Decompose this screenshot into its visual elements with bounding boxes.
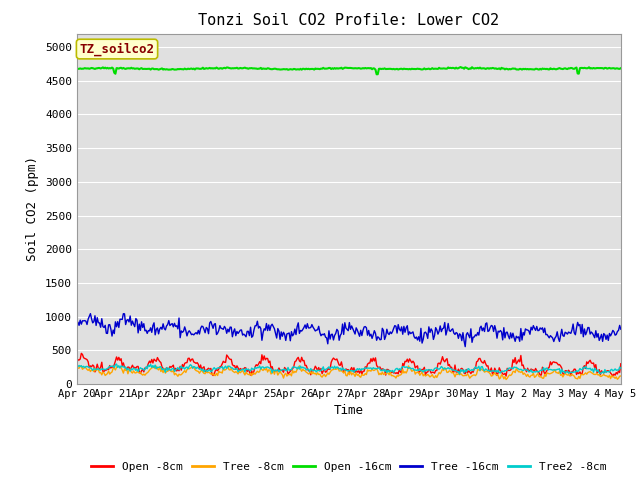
Tree -8cm	[242, 370, 250, 375]
Open -16cm	[617, 65, 625, 71]
Line: Open -16cm: Open -16cm	[77, 67, 621, 74]
Tree -16cm	[303, 321, 311, 326]
Open -16cm	[569, 66, 577, 72]
Open -8cm	[569, 368, 577, 374]
Tree -8cm	[569, 372, 577, 378]
Tree -8cm	[404, 363, 412, 369]
Open -16cm	[378, 66, 386, 72]
Tree -16cm	[617, 326, 625, 332]
Open -8cm	[77, 350, 85, 356]
Tree -8cm	[296, 363, 303, 369]
Open -16cm	[73, 66, 81, 72]
Tree2 -8cm	[243, 367, 251, 372]
Open -8cm	[73, 360, 81, 366]
Tree2 -8cm	[303, 366, 311, 372]
Tree2 -8cm	[617, 365, 625, 371]
Open -8cm	[404, 359, 412, 365]
Tree -16cm	[378, 325, 386, 331]
Title: Tonzi Soil CO2 Profile: Lower CO2: Tonzi Soil CO2 Profile: Lower CO2	[198, 13, 499, 28]
Line: Open -8cm: Open -8cm	[77, 353, 621, 376]
Y-axis label: Soil CO2 (ppm): Soil CO2 (ppm)	[26, 156, 40, 261]
Tree -16cm	[569, 321, 577, 327]
Open -16cm	[242, 65, 250, 71]
Tree -16cm	[475, 332, 483, 338]
Tree2 -8cm	[404, 365, 412, 371]
Open -8cm	[502, 373, 510, 379]
Open -8cm	[378, 366, 386, 372]
Open -16cm	[372, 72, 380, 77]
Tree -8cm	[617, 373, 625, 379]
Open -16cm	[457, 64, 465, 70]
Open -8cm	[474, 358, 481, 364]
Tree2 -8cm	[475, 363, 483, 369]
Open -8cm	[243, 369, 251, 374]
Text: TZ_soilco2: TZ_soilco2	[79, 42, 154, 56]
Tree -16cm	[404, 332, 412, 337]
Tree2 -8cm	[378, 368, 386, 373]
Open -8cm	[303, 366, 311, 372]
Tree2 -8cm	[113, 361, 120, 367]
Tree2 -8cm	[456, 371, 463, 377]
Tree -16cm	[73, 322, 81, 327]
Tree -16cm	[243, 328, 251, 334]
Tree -16cm	[86, 311, 94, 316]
Tree -8cm	[474, 367, 481, 372]
Legend: Open -8cm, Tree -8cm, Open -16cm, Tree -16cm, Tree2 -8cm: Open -8cm, Tree -8cm, Open -16cm, Tree -…	[87, 457, 611, 477]
Open -16cm	[302, 66, 310, 72]
Tree -16cm	[461, 344, 469, 349]
Tree -8cm	[303, 370, 311, 376]
X-axis label: Time: Time	[334, 405, 364, 418]
Open -8cm	[617, 361, 625, 367]
Line: Tree -16cm: Tree -16cm	[77, 313, 621, 347]
Line: Tree2 -8cm: Tree2 -8cm	[77, 364, 621, 374]
Tree -8cm	[378, 369, 386, 375]
Tree -8cm	[73, 365, 81, 371]
Tree2 -8cm	[73, 364, 81, 370]
Line: Tree -8cm: Tree -8cm	[77, 366, 621, 380]
Open -16cm	[475, 65, 483, 71]
Tree2 -8cm	[569, 370, 577, 375]
Tree -8cm	[502, 377, 510, 383]
Open -16cm	[404, 66, 412, 72]
